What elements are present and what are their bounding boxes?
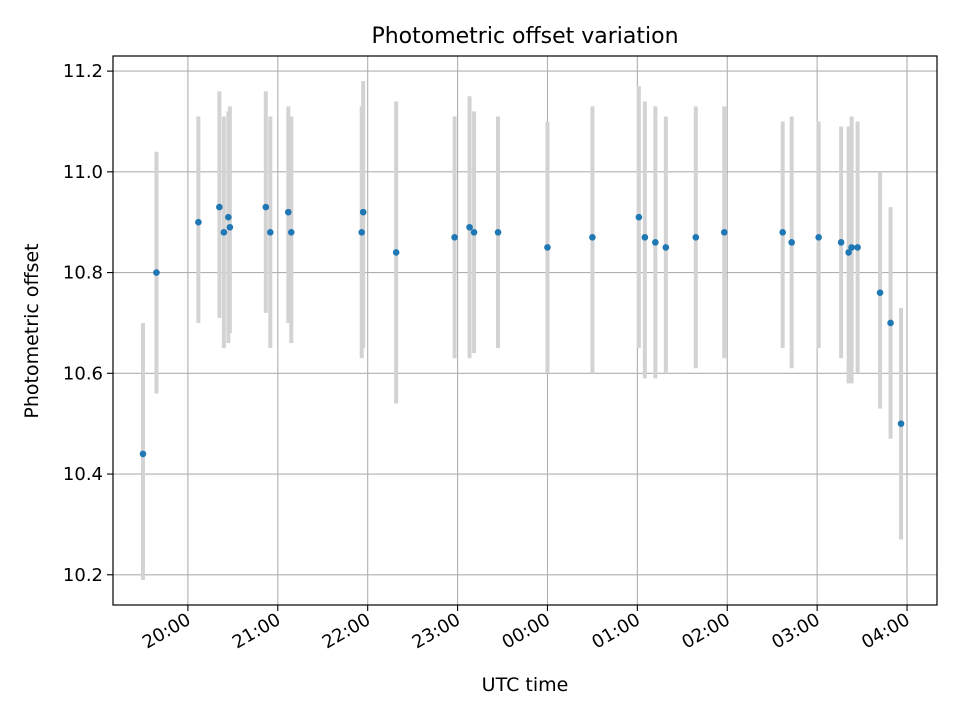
data-point xyxy=(876,289,884,297)
data-point xyxy=(153,269,160,276)
data-point xyxy=(662,244,670,251)
data-point xyxy=(267,228,274,236)
data-point xyxy=(195,218,202,226)
data-point xyxy=(287,228,295,236)
data-point xyxy=(470,228,478,236)
data-point xyxy=(358,228,365,236)
data-point xyxy=(848,244,855,251)
y-tick-label: 10.4 xyxy=(63,464,103,485)
data-point xyxy=(466,223,473,231)
data-point xyxy=(641,234,649,241)
data-point xyxy=(139,450,147,458)
data-point xyxy=(451,234,458,241)
data-point xyxy=(262,203,270,211)
y-axis-ticks: 10.2 10.4 10.6 10.8 11.0 11.2 xyxy=(63,61,113,586)
data-point xyxy=(837,239,845,246)
y-tick-label: 10.8 xyxy=(63,263,103,284)
plot-frame xyxy=(112,55,938,606)
data-point xyxy=(494,228,502,236)
data-point xyxy=(854,244,861,251)
data-point xyxy=(788,239,795,246)
data-point xyxy=(544,244,551,251)
data-point xyxy=(887,319,894,327)
data-point xyxy=(815,234,822,241)
data-point xyxy=(692,234,700,241)
y-tick-label: 10.6 xyxy=(63,363,103,384)
data-point xyxy=(779,228,786,236)
chart-title: Photometric offset variation xyxy=(371,24,678,49)
y-axis-label: Photometric offset xyxy=(21,243,43,418)
y-tick-label: 11.0 xyxy=(63,162,103,183)
data-points xyxy=(139,203,905,458)
data-point xyxy=(845,249,852,256)
data-point xyxy=(392,249,400,256)
data-point xyxy=(589,234,596,241)
y-tick-label: 11.2 xyxy=(63,61,103,82)
data-point xyxy=(216,203,223,211)
data-point xyxy=(652,239,659,246)
data-point xyxy=(226,223,234,231)
data-point xyxy=(225,213,232,221)
data-point xyxy=(897,420,905,427)
data-point xyxy=(635,213,643,221)
data-point xyxy=(359,208,367,216)
data-point xyxy=(284,208,292,216)
y-tick-label: 10.2 xyxy=(63,565,103,586)
x-axis-label: UTC time xyxy=(482,674,569,696)
data-point xyxy=(720,228,728,236)
data-point xyxy=(220,228,228,236)
